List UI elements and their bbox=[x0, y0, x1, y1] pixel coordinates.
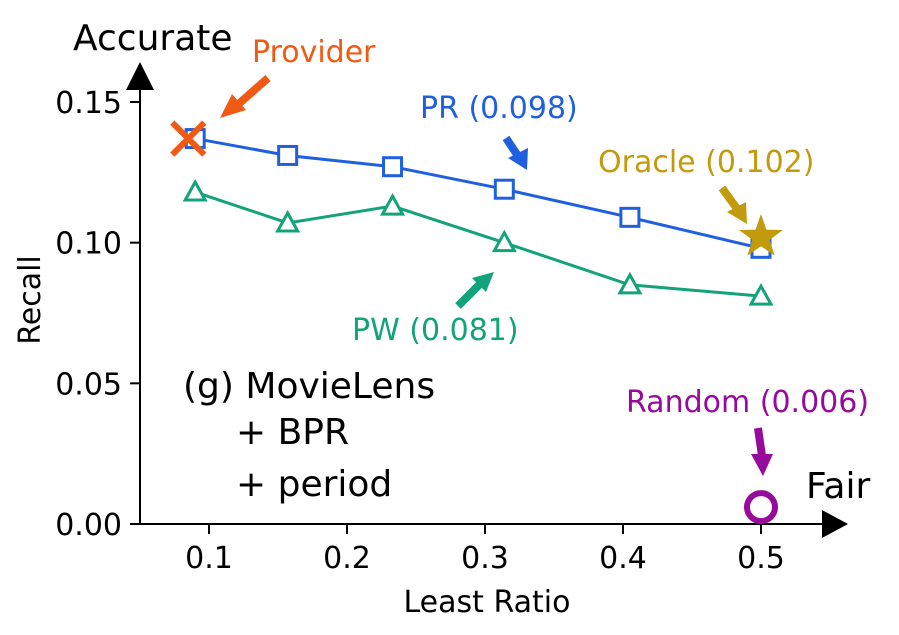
fair-label: Fair bbox=[806, 466, 870, 507]
x-tick-label: 0.2 bbox=[323, 541, 371, 576]
x-tick-label: 0.3 bbox=[461, 541, 509, 576]
data-point bbox=[617, 271, 643, 295]
y-tick-label: 0.15 bbox=[55, 86, 122, 121]
data-point bbox=[275, 209, 301, 233]
provider-annotation: Provider bbox=[252, 35, 376, 70]
pr-arrow-icon bbox=[502, 135, 528, 170]
provider-arrow-icon bbox=[220, 75, 271, 118]
points-layer bbox=[170, 120, 783, 525]
point-oracle bbox=[739, 213, 783, 256]
x-ticks: 0.1 0.2 0.3 0.4 0.5 bbox=[185, 524, 785, 576]
oracle-arrow-icon bbox=[718, 185, 747, 224]
random-annotation: Random (0.006) bbox=[626, 385, 869, 420]
pw-annotation: PW (0.081) bbox=[352, 313, 519, 348]
oracle-annotation: Oracle (0.102) bbox=[598, 145, 814, 180]
y-tick-label: 0.00 bbox=[55, 508, 122, 543]
data-point bbox=[748, 283, 774, 306]
x-axis-label: Least Ratio bbox=[404, 585, 571, 620]
panel-label: (g) MovieLens + BPR + period bbox=[183, 366, 435, 505]
point-provider bbox=[170, 120, 207, 157]
pw-arrow-icon bbox=[455, 272, 494, 309]
x-tick-label: 0.5 bbox=[737, 541, 785, 576]
series-pw bbox=[182, 178, 774, 306]
series-line bbox=[194, 137, 762, 250]
y-tick-label: 0.05 bbox=[55, 367, 122, 402]
axes bbox=[126, 62, 848, 538]
data-point bbox=[277, 144, 299, 166]
pr-annotation: PR (0.098) bbox=[420, 91, 578, 126]
x-tick-label: 0.1 bbox=[185, 541, 233, 576]
x-tick-label: 0.4 bbox=[599, 541, 647, 576]
accurate-label: Accurate bbox=[73, 18, 233, 59]
panel-label-line-2: + BPR bbox=[236, 412, 349, 453]
annotations: Provider PR (0.098) Oracle (0.102) PW (0… bbox=[220, 35, 869, 476]
data-point bbox=[619, 206, 641, 228]
data-point bbox=[182, 178, 208, 202]
data-point bbox=[379, 193, 406, 216]
y-tick-label: 0.10 bbox=[55, 227, 122, 262]
y-axis-arrowhead bbox=[126, 62, 154, 90]
x-axis-arrowhead bbox=[822, 510, 848, 538]
y-ticks: 0.00 0.05 0.10 0.15 bbox=[55, 86, 140, 543]
y-axis-label: Recall bbox=[13, 255, 48, 345]
data-point bbox=[493, 178, 515, 200]
panel-label-line-3: + period bbox=[236, 464, 392, 505]
panel-label-line-1: (g) MovieLens bbox=[183, 366, 435, 407]
point-random bbox=[744, 490, 778, 525]
data-point bbox=[491, 229, 517, 253]
random-arrow-icon bbox=[751, 427, 773, 476]
data-point bbox=[382, 156, 404, 178]
series-line bbox=[194, 190, 762, 298]
